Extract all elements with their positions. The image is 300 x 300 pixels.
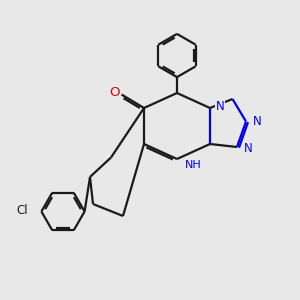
Text: NH: NH xyxy=(185,160,202,170)
Text: Cl: Cl xyxy=(16,204,28,218)
Text: O: O xyxy=(109,85,119,99)
Text: N: N xyxy=(253,115,261,128)
Text: N: N xyxy=(244,142,252,155)
Text: N: N xyxy=(215,100,224,113)
